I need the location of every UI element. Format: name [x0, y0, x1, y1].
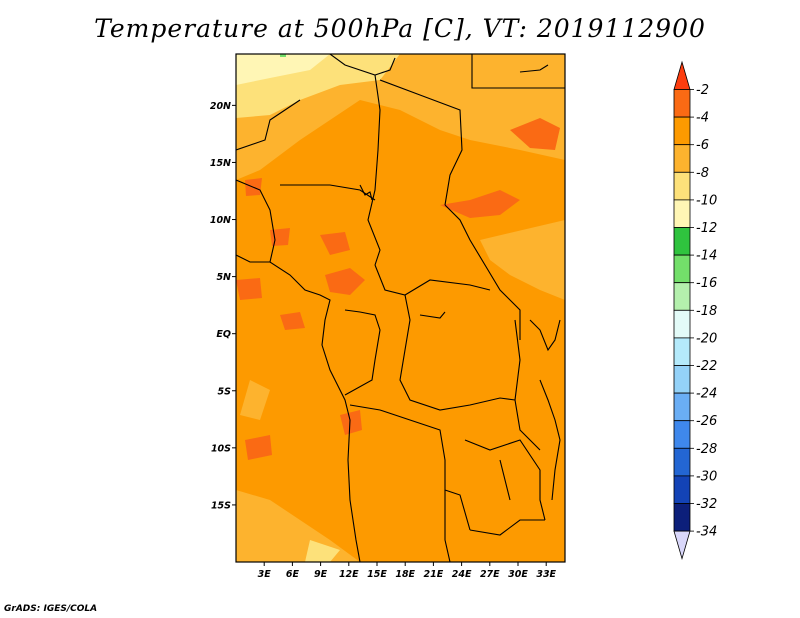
- colorbar-swatch: [673, 227, 691, 256]
- lat-tick-label: 20N: [210, 101, 231, 112]
- colorbar-label: -20: [696, 331, 717, 346]
- lon-tick-label: 27E: [480, 569, 500, 580]
- colorbar-swatch: [673, 503, 691, 532]
- colorbar-swatch: [673, 475, 691, 504]
- colorbar-swatch: [673, 365, 691, 394]
- latitude-axis: 20N 15N 10N 5N EQ 5S 10S 15S: [210, 101, 236, 511]
- map-frame: [235, 53, 566, 563]
- colorbar-swatch: [673, 337, 691, 366]
- colorbar-swatch: [673, 199, 691, 228]
- colorbar-swatch: [673, 254, 691, 284]
- lon-tick-label: 15E: [367, 569, 387, 580]
- colorbar: -2 -4 -6 -8 -10 -12 -14 -16 -18 -20 -22 -24 -26 -28 -3…: [673, 60, 717, 561]
- colorbar-label: -26: [696, 414, 717, 429]
- colorbar-upper-arrow: [673, 60, 691, 90]
- colorbar-label: -34: [696, 525, 717, 540]
- colorbar-label: -6: [696, 138, 709, 153]
- colorbar-swatch: [673, 392, 691, 422]
- lat-tick-label: 15N: [210, 158, 231, 169]
- country-borders: [236, 54, 565, 562]
- lon-tick-label: 6E: [286, 569, 300, 580]
- lat-tick-label: 10N: [210, 215, 231, 226]
- colorbar-label: -16: [696, 276, 717, 291]
- lon-tick-label: 30E: [508, 569, 528, 580]
- colorbar-swatch: [673, 420, 691, 449]
- lat-tick-label: 5N: [216, 272, 231, 283]
- lon-tick-label: 21E: [424, 569, 444, 580]
- colorbar-label: -4: [696, 111, 709, 126]
- lon-tick-label: 12E: [339, 569, 359, 580]
- lat-tick-label: 5S: [218, 386, 232, 397]
- colorbar-swatch: [673, 282, 691, 311]
- colorbar-label: -2: [696, 83, 709, 98]
- map-title: Temperature at 500hPa [C], VT: 201911290…: [94, 14, 706, 43]
- colorbar-lower-arrow: [673, 530, 691, 561]
- colorbar-label: -22: [696, 359, 717, 374]
- grads-credit: GrADS: IGES/COLA: [4, 604, 98, 614]
- lat-tick-label: 15S: [211, 500, 231, 511]
- lon-tick-label: 33E: [536, 569, 556, 580]
- colorbar-swatch: [673, 144, 691, 173]
- colorbar-swatch: [673, 116, 691, 146]
- colorbar-swatch: [673, 171, 691, 201]
- colorbar-label: -10: [696, 193, 717, 208]
- temperature-field: [236, 54, 565, 562]
- colorbar-label: -14: [696, 249, 717, 264]
- lat-tick-label: EQ: [216, 329, 231, 340]
- lon-tick-label: 3E: [258, 569, 272, 580]
- colorbar-swatch: [673, 309, 691, 339]
- colorbar-swatch: [673, 447, 691, 477]
- longitude-axis: 3E 6E 9E 12E 15E 18E 21E 24E 27E 30E 33E: [258, 562, 557, 580]
- colorbar-label: -24: [696, 387, 717, 402]
- colorbar-label: -28: [696, 442, 717, 457]
- colorbar-label: -12: [696, 221, 717, 236]
- lon-tick-label: 24E: [452, 569, 472, 580]
- lat-tick-label: 10S: [211, 443, 231, 454]
- lon-tick-label: 18E: [395, 569, 415, 580]
- colorbar-swatch: [673, 89, 691, 118]
- colorbar-label: -32: [696, 497, 717, 512]
- colorbar-label: -30: [696, 469, 717, 484]
- colorbar-label: -18: [696, 304, 717, 319]
- colorbar-label: -8: [696, 166, 709, 181]
- lon-tick-label: 9E: [314, 569, 328, 580]
